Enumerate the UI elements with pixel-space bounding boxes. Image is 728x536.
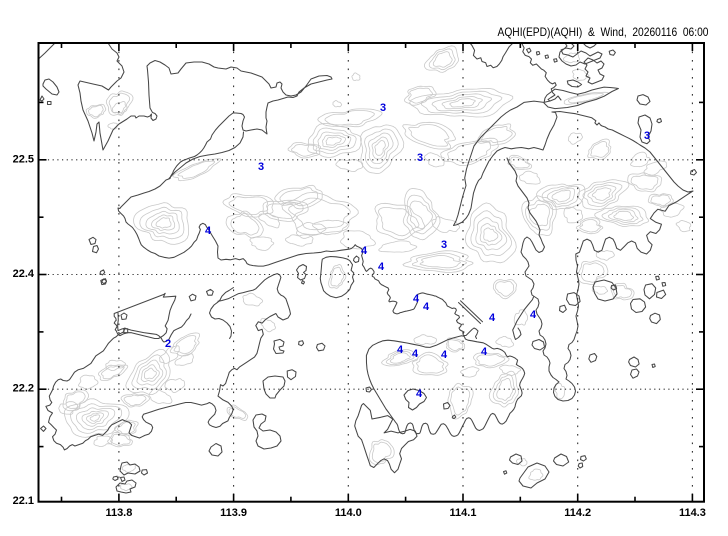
svg-text:4: 4 (416, 388, 423, 400)
svg-text:3: 3 (417, 152, 423, 164)
svg-text:22.4: 22.4 (13, 268, 35, 280)
svg-text:4: 4 (530, 309, 537, 321)
svg-text:4: 4 (205, 225, 212, 237)
svg-text:114.2: 114.2 (564, 507, 591, 519)
svg-text:4: 4 (481, 346, 488, 358)
svg-text:113.8: 113.8 (105, 507, 132, 519)
svg-text:4: 4 (441, 349, 448, 361)
svg-text:3: 3 (644, 130, 650, 142)
svg-text:22.1: 22.1 (13, 495, 34, 507)
svg-text:4: 4 (489, 312, 496, 324)
svg-text:4: 4 (397, 344, 404, 356)
svg-text:4: 4 (413, 293, 420, 305)
svg-text:3: 3 (258, 161, 264, 173)
svg-text:4: 4 (361, 245, 368, 257)
svg-text:2: 2 (165, 338, 171, 350)
svg-text:4: 4 (423, 301, 430, 313)
svg-text:114.0: 114.0 (335, 507, 362, 519)
svg-text:3: 3 (441, 239, 447, 251)
svg-text:3: 3 (380, 102, 386, 114)
svg-text:4: 4 (378, 261, 385, 273)
svg-text:AQHI(EPD)(AQHI) & Wind, 202: AQHI(EPD)(AQHI) & Wind, 20260116 06:00 (498, 25, 709, 39)
svg-text:22.5: 22.5 (13, 153, 34, 165)
svg-text:114.3: 114.3 (679, 507, 706, 519)
svg-text:114.1: 114.1 (450, 507, 477, 519)
svg-text:22.2: 22.2 (13, 383, 34, 395)
svg-text:113.9: 113.9 (220, 507, 247, 519)
svg-text:4: 4 (412, 348, 419, 360)
